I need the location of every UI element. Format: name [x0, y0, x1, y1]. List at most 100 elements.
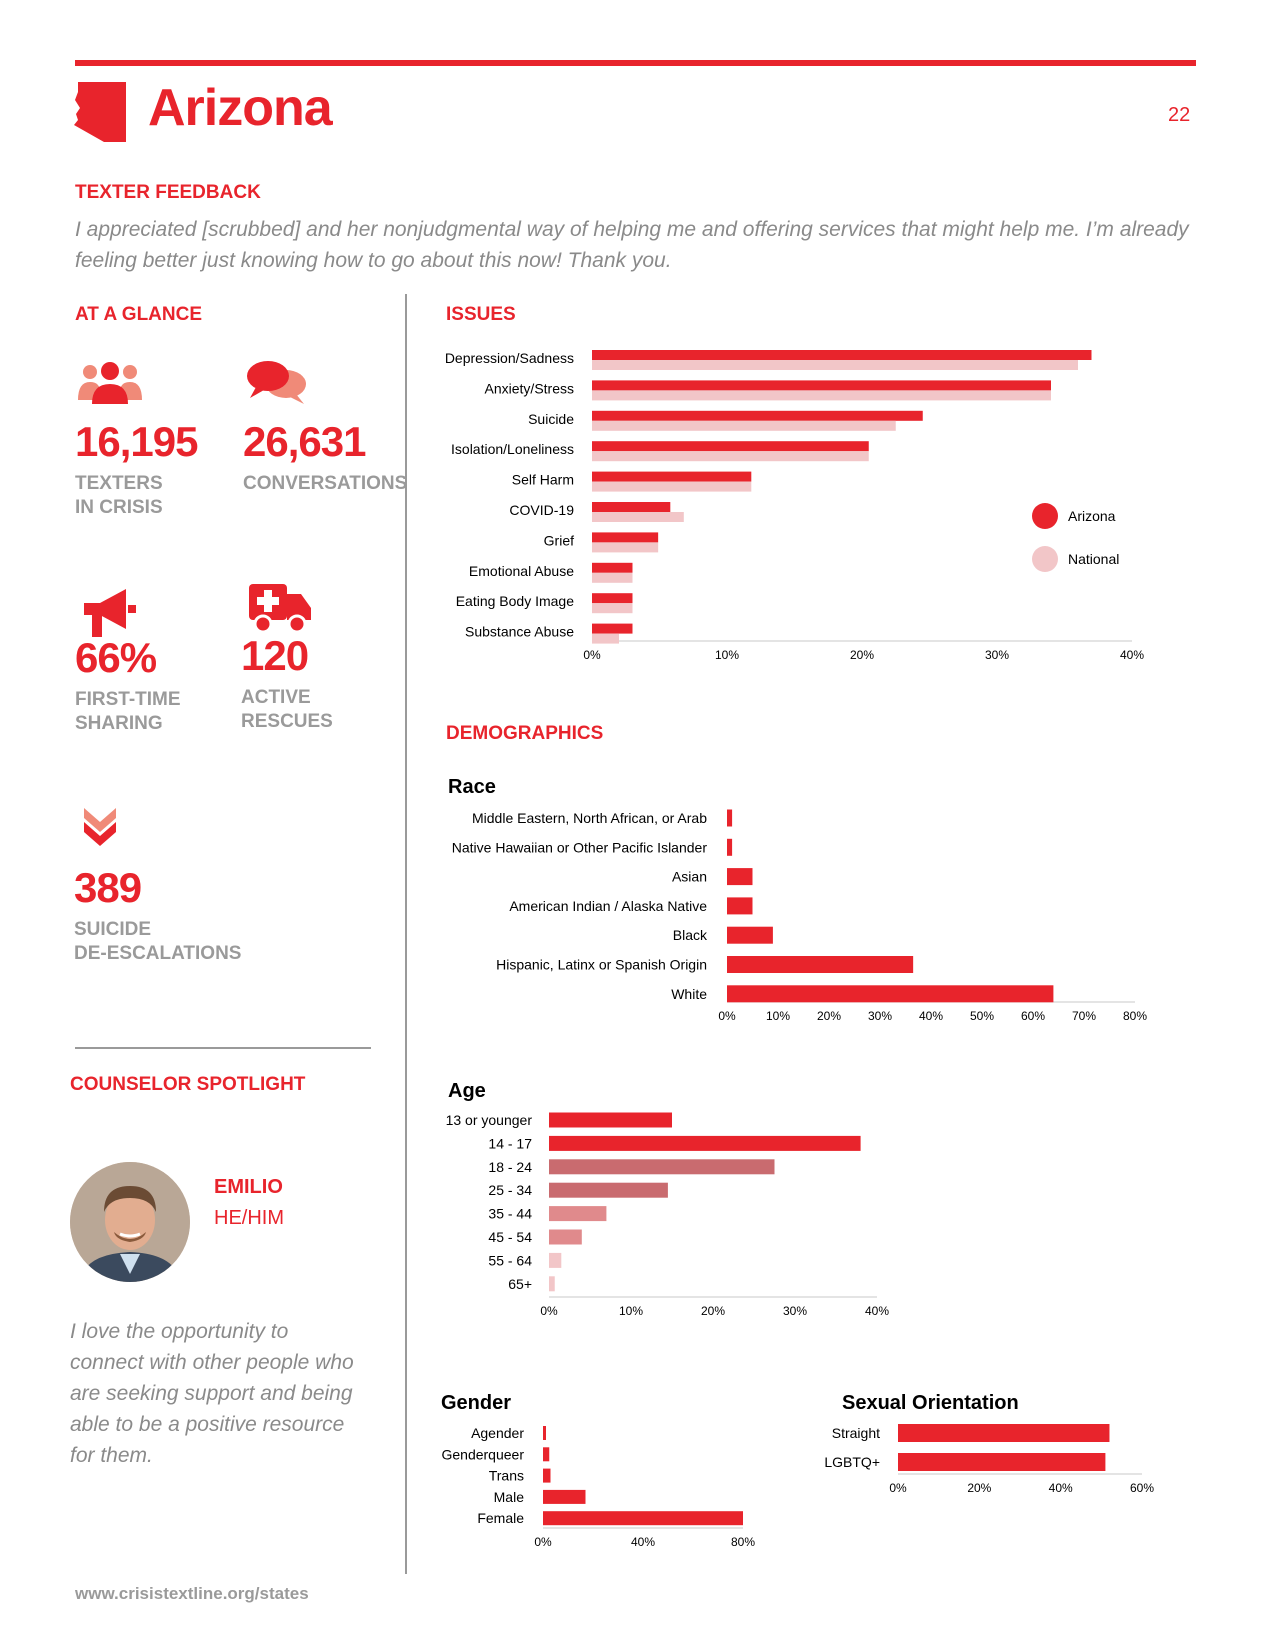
bar [543, 1511, 743, 1526]
x-tick-label: 50% [970, 1009, 994, 1023]
category-label: Agender [471, 1425, 524, 1441]
category-label: 18 - 24 [488, 1159, 532, 1175]
bar-national [592, 572, 633, 583]
bar-arizona [592, 380, 1051, 391]
issues-chart: 0% 10% 20% 30% 40% Depression/Sadness Anxiety/… [445, 350, 1144, 662]
age-chart: 0% 10% 20% 30% 40% 13 or younger 14 - 17 18 - 2… [446, 1112, 890, 1318]
category-label: Trans [489, 1468, 524, 1484]
texter-feedback-heading: TEXTER FEEDBACK [75, 182, 261, 203]
bar-arizona [592, 350, 1092, 360]
x-tick-label: 40% [919, 1009, 943, 1023]
category-label: Substance Abuse [465, 624, 574, 640]
stat-label: SUICIDE DE-ESCALATIONS [74, 919, 242, 964]
x-tick-label: 10% [766, 1009, 790, 1023]
age-chart-title: Age [448, 1080, 486, 1102]
category-label: Grief [544, 532, 574, 548]
people-icon [78, 360, 142, 411]
bar-national [592, 603, 633, 614]
category-label: Middle Eastern, North African, or Arab [472, 810, 707, 826]
legend-swatch [1032, 546, 1058, 572]
bar [727, 838, 733, 856]
x-tick-label: 10% [715, 648, 739, 662]
bar [543, 1426, 546, 1440]
x-tick-label: 80% [1123, 1009, 1147, 1023]
bar [543, 1447, 550, 1462]
counselor-quote: I love the opportunity to connect with o… [70, 1320, 354, 1467]
gender-chart-title: Gender [441, 1392, 512, 1414]
bar [543, 1468, 551, 1483]
sexual-orientation-chart: 0% 20% 40% 60% Straight LGBTQ+ [824, 1424, 1154, 1495]
double-chevron-down-icon [80, 804, 120, 855]
category-label: Native Hawaiian or Other Pacific Islande… [452, 839, 708, 855]
megaphone-icon [80, 585, 138, 646]
bar [727, 956, 914, 973]
bar-national [592, 542, 659, 553]
bar [727, 809, 733, 827]
bar [549, 1252, 562, 1268]
x-tick-label: 20% [850, 648, 874, 662]
bar [549, 1112, 672, 1128]
x-tick-label: 40% [1120, 648, 1144, 662]
x-tick-label: 60% [1130, 1481, 1154, 1495]
stat-label: FIRST-TIME SHARING [75, 689, 181, 734]
bar-arizona [592, 623, 633, 634]
footer-url[interactable]: www.crisistextline.org/states [75, 1584, 309, 1603]
bar [898, 1453, 1106, 1471]
bar-arizona [592, 562, 633, 573]
bar [549, 1229, 582, 1245]
category-label: American Indian / Alaska Native [509, 898, 707, 914]
counselor-avatar [70, 1162, 190, 1282]
category-label: 45 - 54 [488, 1229, 532, 1245]
bar-national [592, 390, 1051, 401]
issues-legend: Arizona National [1032, 503, 1119, 572]
race-chart-title: Race [448, 776, 496, 798]
counselor-name: EMILIO [214, 1176, 283, 1198]
x-tick-label: 0% [534, 1535, 552, 1549]
arizona-state-icon [72, 78, 128, 149]
stat-value: 389 [74, 864, 142, 911]
legend-label: National [1068, 551, 1119, 567]
bar-national [592, 360, 1078, 370]
x-tick-label: 70% [1072, 1009, 1096, 1023]
x-tick-label: 0% [583, 648, 601, 662]
category-label: LGBTQ+ [824, 1454, 880, 1470]
x-tick-label: 30% [783, 1304, 807, 1318]
bar [549, 1206, 607, 1222]
bar [898, 1424, 1110, 1442]
category-label: 14 - 17 [488, 1135, 532, 1151]
section-divider [75, 1047, 371, 1049]
bar-arizona [592, 532, 659, 543]
issues-heading: ISSUES [446, 304, 516, 325]
bar-national [592, 481, 752, 492]
x-tick-label: 20% [967, 1481, 991, 1495]
category-label: Isolation/Loneliness [451, 441, 574, 457]
bar [727, 897, 753, 915]
at-a-glance-heading: AT A GLANCE [75, 304, 203, 325]
bar-national [592, 633, 619, 644]
sexual-orientation-chart-title: Sexual Orientation [842, 1392, 1019, 1414]
category-label: Self Harm [512, 472, 574, 488]
chat-bubbles-icon [246, 356, 310, 413]
category-label: Female [477, 1510, 524, 1526]
x-tick-label: 0% [718, 1009, 736, 1023]
stat-label: ACTIVE RESCUES [241, 687, 333, 732]
stat-label: CONVERSATIONS [243, 473, 408, 494]
category-label: Anxiety/Stress [485, 380, 574, 396]
category-label: 55 - 64 [488, 1252, 532, 1268]
bar [727, 985, 1054, 1003]
bar [727, 868, 753, 886]
legend-swatch [1032, 503, 1058, 529]
bar-arizona [592, 593, 633, 604]
category-label: Male [494, 1489, 525, 1505]
counselor-spotlight-heading: COUNSELOR SPOTLIGHT [70, 1074, 306, 1095]
category-label: Suicide [528, 411, 574, 427]
category-label: Asian [672, 869, 707, 885]
bar-arizona [592, 471, 752, 482]
bar-national [592, 420, 896, 431]
category-label: Straight [832, 1425, 880, 1441]
x-tick-label: 40% [865, 1304, 889, 1318]
category-label: Eating Body Image [456, 593, 575, 609]
category-label: 25 - 34 [488, 1182, 532, 1198]
category-label: COVID-19 [509, 502, 574, 518]
gender-chart: 0% 40% 80% Agender Genderqueer Trans Male Femal… [441, 1425, 755, 1549]
